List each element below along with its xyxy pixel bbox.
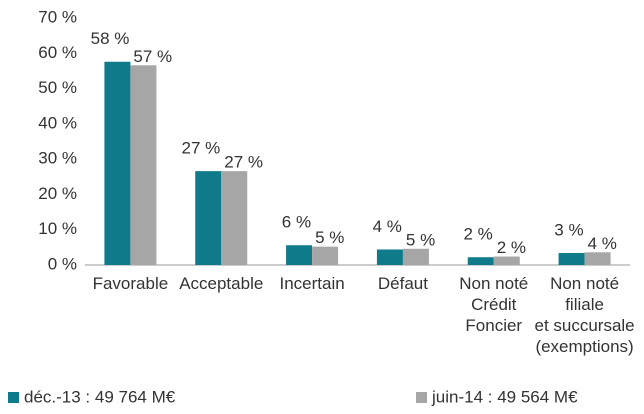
y-tick-label: 70 % [38,7,77,26]
data-label: 6 % [282,213,311,232]
data-label: 3 % [554,220,583,239]
y-tick-label: 20 % [38,184,77,203]
bar [312,246,339,265]
x-tick-label: Favorable [92,274,169,293]
data-label: 27 % [224,153,263,172]
y-tick-label: 10 % [38,219,77,238]
data-label: 58 % [91,29,130,48]
legend-swatch [8,392,19,403]
legend-label: juin-14 : 49 564 M€ [431,387,578,406]
x-tick-label: Défaut [377,274,428,293]
data-label: 27 % [182,139,221,158]
y-tick-label: 0 % [48,254,77,273]
data-label: 57 % [133,47,172,66]
bar [221,171,248,265]
data-label: 4 % [588,234,617,253]
bar [584,252,611,265]
data-label: 5 % [406,230,435,249]
legend-swatch [416,392,427,403]
bar [493,256,520,265]
bar [402,248,429,265]
bar [104,61,131,265]
bar [286,245,313,265]
bar [558,253,585,265]
y-tick-label: 50 % [38,78,77,97]
y-tick-label: 60 % [38,43,77,62]
data-label: 4 % [373,217,402,236]
bar [130,65,157,265]
bar [376,249,403,265]
y-tick-label: 30 % [38,149,77,168]
y-tick-label: 40 % [38,113,77,132]
data-label: 2 % [463,225,492,244]
bar [195,171,222,265]
data-label: 5 % [315,228,344,247]
x-tick-label: Non noté filiale et succursale (exemptio… [534,274,635,356]
x-tick-label: Acceptable [179,274,264,293]
legend-label: déc.-13 : 49 764 M€ [24,387,176,406]
bar [467,257,494,265]
x-tick-label: Incertain [279,274,345,293]
data-label: 2 % [497,238,526,257]
x-tick-label: Non noté Crédit Foncier [459,274,529,335]
